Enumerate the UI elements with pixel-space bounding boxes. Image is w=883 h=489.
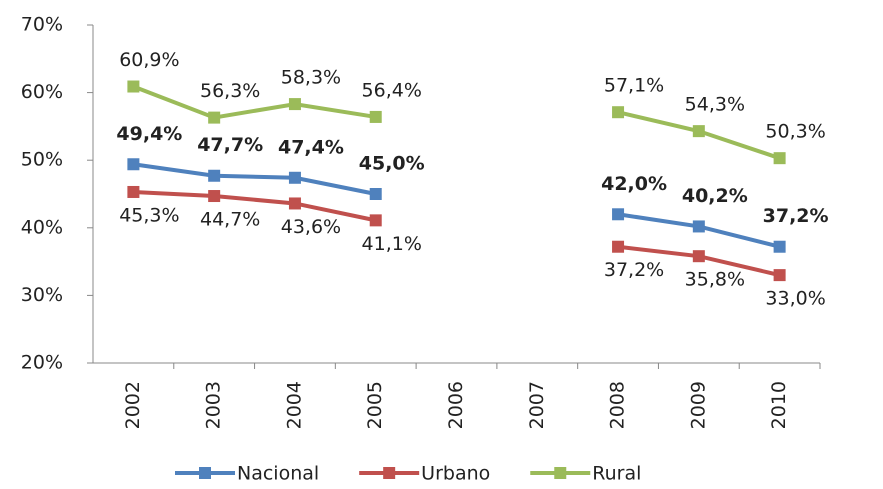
legend-marker bbox=[554, 467, 567, 479]
data-label: 42,0% bbox=[601, 173, 667, 195]
data-label: 43,6% bbox=[281, 216, 341, 238]
x-tick-label: 2006 bbox=[445, 381, 467, 429]
marker bbox=[612, 106, 625, 119]
data-label: 45,3% bbox=[119, 204, 179, 226]
marker bbox=[288, 98, 301, 111]
data-label: 56,3% bbox=[200, 80, 260, 102]
legend-marker bbox=[383, 467, 396, 479]
y-tick-label: 20% bbox=[21, 352, 63, 374]
data-label: 37,2% bbox=[763, 205, 829, 227]
y-tick-label: 40% bbox=[21, 216, 63, 238]
series-line bbox=[133, 162, 377, 196]
marker bbox=[369, 188, 382, 200]
series-line bbox=[132, 84, 377, 120]
marker bbox=[692, 125, 705, 138]
x-tick-label: 2004 bbox=[283, 381, 305, 429]
x-tick-label: 2008 bbox=[607, 381, 629, 429]
marker bbox=[208, 111, 221, 124]
marker bbox=[208, 169, 221, 182]
legend-label: Nacional bbox=[237, 463, 319, 485]
marker bbox=[773, 152, 786, 165]
data-label: 44,7% bbox=[200, 209, 260, 231]
data-label: 41,1% bbox=[362, 233, 422, 255]
legend-marker bbox=[199, 467, 211, 479]
data-label: 50,3% bbox=[765, 121, 825, 143]
marker bbox=[127, 185, 140, 198]
marker bbox=[288, 171, 301, 184]
marker bbox=[773, 240, 786, 253]
x-tick-label: 2003 bbox=[203, 381, 225, 429]
y-tick-label: 30% bbox=[21, 284, 63, 306]
x-tick-label: 2005 bbox=[364, 381, 386, 429]
marker bbox=[288, 197, 301, 210]
data-label: 40,2% bbox=[682, 185, 748, 207]
data-label: 60,9% bbox=[119, 49, 179, 71]
y-tick-label: 50% bbox=[21, 149, 63, 171]
x-tick-label: 2009 bbox=[687, 381, 709, 429]
x-tick-label: 2007 bbox=[526, 381, 548, 429]
marker bbox=[127, 158, 140, 171]
data-label: 45,0% bbox=[359, 153, 425, 175]
y-tick-label: 60% bbox=[21, 81, 63, 103]
data-label: 57,1% bbox=[604, 75, 664, 97]
data-label: 56,4% bbox=[362, 79, 422, 101]
legend-label: Urbano bbox=[421, 463, 490, 485]
x-tick-label: 2010 bbox=[768, 381, 790, 429]
marker bbox=[612, 240, 625, 253]
y-tick-label: 70% bbox=[21, 14, 63, 36]
data-label: 47,7% bbox=[197, 134, 263, 156]
marker bbox=[692, 220, 705, 233]
data-label: 37,2% bbox=[604, 259, 664, 281]
data-label: 54,3% bbox=[685, 94, 745, 116]
marker bbox=[127, 80, 140, 93]
data-label: 58,3% bbox=[281, 67, 341, 89]
marker bbox=[612, 208, 625, 221]
data-label: 47,4% bbox=[278, 136, 344, 158]
series-line bbox=[133, 189, 377, 223]
x-tick-label: 2002 bbox=[122, 381, 144, 429]
data-label: 33,0% bbox=[765, 288, 825, 310]
marker bbox=[208, 190, 221, 203]
marker bbox=[692, 250, 705, 263]
data-label: 49,4% bbox=[116, 123, 182, 145]
legend-label: Rural bbox=[592, 463, 641, 485]
marker bbox=[369, 214, 382, 227]
data-label: 35,8% bbox=[685, 269, 745, 291]
marker bbox=[369, 110, 382, 123]
marker bbox=[773, 269, 786, 282]
